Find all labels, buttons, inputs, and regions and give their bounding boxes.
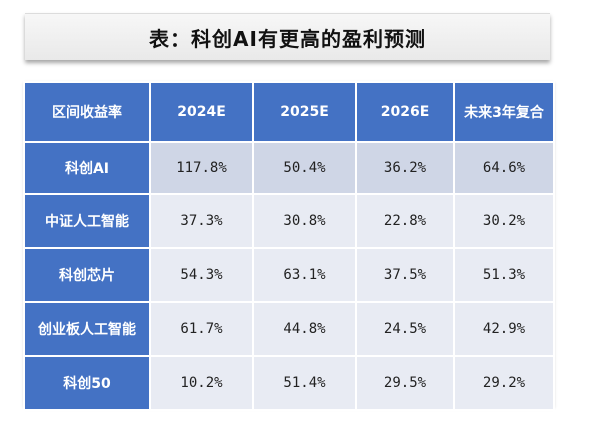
table-row: 科创芯片 54.3% 63.1% 37.5% 51.3% bbox=[23, 247, 555, 303]
table-cell: 37.3% bbox=[149, 193, 254, 249]
table-cell: 10.2% bbox=[149, 355, 254, 411]
profit-forecast-table-container: 区间收益率 2024E 2025E 2026E 未来3年复合 科创AI 117.… bbox=[23, 81, 555, 411]
table-row: 中证人工智能 37.3% 30.8% 22.8% 30.2% bbox=[23, 193, 555, 249]
table-row: 创业板人工智能 61.7% 44.8% 24.5% 42.9% bbox=[23, 301, 555, 357]
table-header-row: 区间收益率 2024E 2025E 2026E 未来3年复合 bbox=[23, 81, 555, 143]
column-header-2025e: 2025E bbox=[252, 81, 357, 143]
table-cell: 44.8% bbox=[252, 301, 357, 357]
table-cell: 22.8% bbox=[355, 193, 455, 249]
table-cell: 30.8% bbox=[252, 193, 357, 249]
row-header: 科创50 bbox=[23, 355, 151, 411]
table-cell: 37.5% bbox=[355, 247, 455, 303]
table-cell: 24.5% bbox=[355, 301, 455, 357]
table-cell: 36.2% bbox=[355, 141, 455, 195]
column-header-range-return: 区间收益率 bbox=[23, 81, 151, 143]
table-cell: 51.4% bbox=[252, 355, 357, 411]
table-row: 科创50 10.2% 51.4% 29.5% 29.2% bbox=[23, 355, 555, 411]
table-cell: 51.3% bbox=[453, 247, 555, 303]
table-row: 科创AI 117.8% 50.4% 36.2% 64.6% bbox=[23, 141, 555, 195]
table-cell: 29.2% bbox=[453, 355, 555, 411]
row-header: 中证人工智能 bbox=[23, 193, 151, 249]
table-cell: 42.9% bbox=[453, 301, 555, 357]
row-header: 科创AI bbox=[23, 141, 151, 195]
column-header-3yr-cagr: 未来3年复合 bbox=[453, 81, 555, 143]
table-cell: 63.1% bbox=[252, 247, 357, 303]
table-cell: 117.8% bbox=[149, 141, 254, 195]
table-cell: 29.5% bbox=[355, 355, 455, 411]
profit-forecast-table: 区间收益率 2024E 2025E 2026E 未来3年复合 科创AI 117.… bbox=[23, 81, 555, 411]
table-cell: 61.7% bbox=[149, 301, 254, 357]
table-cell: 30.2% bbox=[453, 193, 555, 249]
table-cell: 54.3% bbox=[149, 247, 254, 303]
title-banner: 表：科创AI有更高的盈利预测 bbox=[25, 13, 550, 60]
table-cell: 64.6% bbox=[453, 141, 555, 195]
table-cell: 50.4% bbox=[252, 141, 357, 195]
row-header: 创业板人工智能 bbox=[23, 301, 151, 357]
page-title: 表：科创AI有更高的盈利预测 bbox=[149, 26, 426, 51]
column-header-2026e: 2026E bbox=[355, 81, 455, 143]
column-header-2024e: 2024E bbox=[149, 81, 254, 143]
row-header: 科创芯片 bbox=[23, 247, 151, 303]
